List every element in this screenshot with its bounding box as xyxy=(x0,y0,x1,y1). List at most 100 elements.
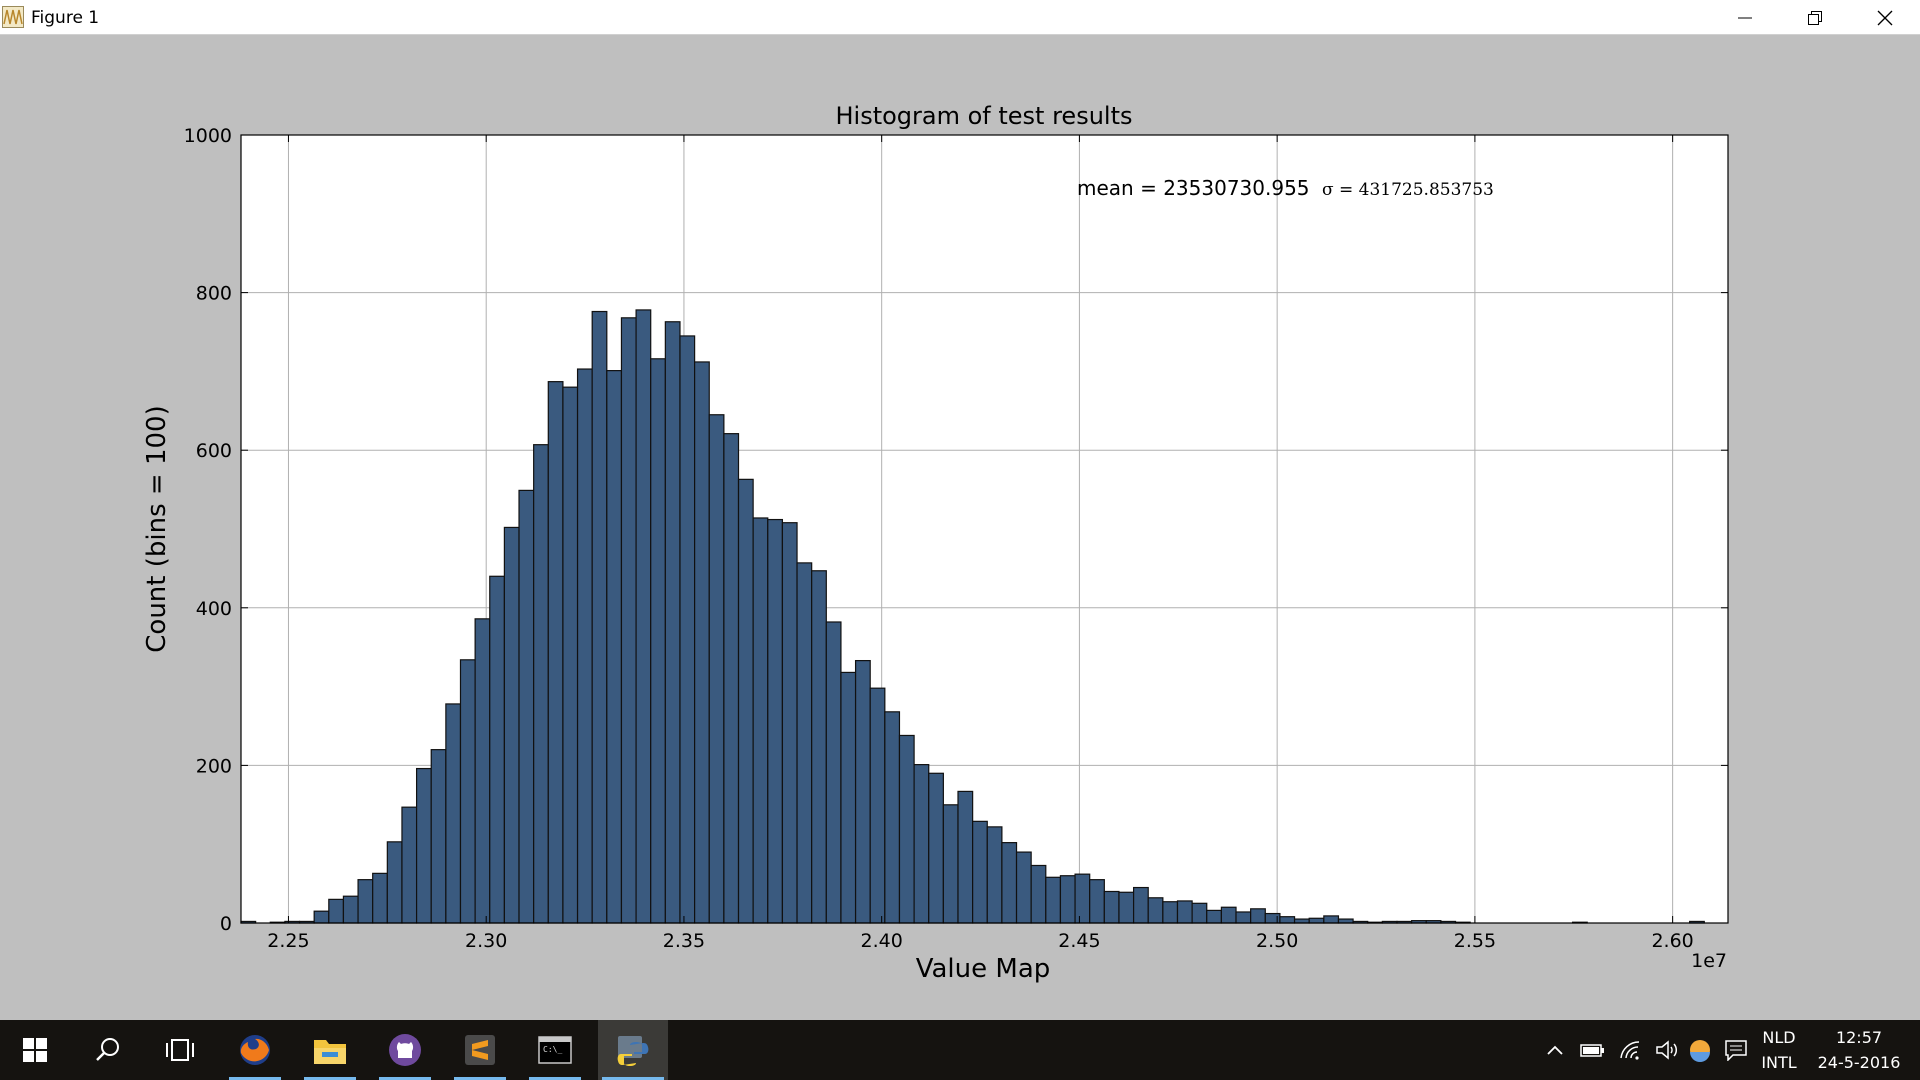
battery-status[interactable] xyxy=(1578,1020,1608,1080)
firefox-icon xyxy=(240,1035,270,1065)
y-tick-label: 200 xyxy=(196,755,232,777)
action-center[interactable] xyxy=(1721,1020,1751,1080)
x-tick-label: 2.45 xyxy=(1058,930,1100,952)
taskbar-github[interactable] xyxy=(375,1020,435,1080)
figure-canvas: 2.25 2.30 2.35 2.40 2.45 2.50 2.55 2.60 0 200 400… xyxy=(0,35,1920,1020)
histogram-bar xyxy=(313,910,330,924)
window-titlebar: Figure 1 xyxy=(0,0,1920,35)
histogram-bar xyxy=(620,317,637,924)
histogram-bar xyxy=(664,321,681,924)
y-tick-label: 400 xyxy=(196,598,232,620)
minimize-button[interactable] xyxy=(1710,0,1780,35)
histogram-bar xyxy=(723,433,740,924)
taskbar-sublime-text[interactable] xyxy=(450,1020,510,1080)
histogram-bar xyxy=(708,414,725,924)
histogram-bar xyxy=(1176,900,1193,924)
histogram-bar xyxy=(694,361,710,924)
sublime-text-icon xyxy=(465,1035,495,1065)
taskbar-terminal[interactable]: C:\_ xyxy=(525,1020,585,1080)
histogram-bar xyxy=(503,526,520,924)
x-tick-label: 2.40 xyxy=(861,930,903,952)
histogram-bar xyxy=(840,671,857,924)
histogram-bar xyxy=(737,478,754,924)
histogram-bar xyxy=(781,522,798,924)
minimize-icon xyxy=(1738,17,1752,18)
x-tick-label: 2.60 xyxy=(1651,930,1693,952)
taskbar: C:\_ NLD INTL 12:57 24-5-2016 xyxy=(0,1020,1920,1080)
histogram-bar xyxy=(767,518,784,924)
histogram-bar xyxy=(1001,842,1018,924)
start-icon xyxy=(23,1038,47,1062)
histogram-bar xyxy=(489,575,505,924)
restore-button[interactable] xyxy=(1780,0,1850,35)
task-view-button[interactable] xyxy=(150,1020,210,1080)
github-icon xyxy=(389,1034,421,1066)
histogram-bar xyxy=(796,562,813,924)
start-button[interactable] xyxy=(5,1020,65,1080)
weather-tray[interactable] xyxy=(1685,1020,1715,1080)
search-button[interactable] xyxy=(78,1020,138,1080)
speaker-icon xyxy=(1656,1040,1678,1060)
histogram-bar xyxy=(913,764,930,924)
histogram-bar xyxy=(635,309,652,924)
histogram-bar xyxy=(1030,864,1047,924)
histogram-bar xyxy=(986,826,1003,924)
histogram-bar xyxy=(1264,912,1281,924)
histogram-bar xyxy=(415,767,432,924)
search-icon xyxy=(96,1038,119,1061)
histogram-bar xyxy=(1235,911,1252,924)
running-indicator xyxy=(379,1077,431,1080)
histogram-bar xyxy=(401,806,418,924)
histogram-bar xyxy=(547,381,564,924)
histogram-bar xyxy=(1074,873,1091,924)
histogram-bar xyxy=(562,386,579,924)
clock-time: 12:57 xyxy=(1835,1028,1883,1047)
histogram-bar xyxy=(1059,875,1076,924)
y-tick-label: 0 xyxy=(220,913,232,935)
taskbar-firefox[interactable] xyxy=(225,1020,285,1080)
close-button[interactable] xyxy=(1850,0,1920,35)
histogram-bar xyxy=(898,734,915,924)
histogram-bar xyxy=(1089,879,1105,924)
network-status[interactable] xyxy=(1616,1020,1646,1080)
histogram-bar xyxy=(1191,902,1208,924)
histogram-bar xyxy=(957,790,974,924)
histogram-bar xyxy=(825,621,842,924)
running-indicator xyxy=(454,1077,506,1080)
histogram-bar xyxy=(342,895,359,924)
histogram-bar xyxy=(928,772,944,924)
histogram-bar xyxy=(1250,908,1266,924)
volume-control[interactable] xyxy=(1652,1020,1682,1080)
histogram-bars xyxy=(240,309,1705,924)
input-language[interactable]: NLD INTL xyxy=(1756,1020,1802,1080)
clock-date: 24-5-2016 xyxy=(1817,1053,1901,1072)
histogram-bar xyxy=(1118,891,1135,924)
svg-text:C:\_: C:\_ xyxy=(543,1045,562,1054)
histogram-bar xyxy=(386,841,403,924)
y-tick-label: 1000 xyxy=(184,125,232,147)
y-tick-labels: 0 200 400 600 800 1000 xyxy=(184,125,232,935)
taskbar-python-active[interactable] xyxy=(598,1020,668,1080)
chart-title: Histogram of test results xyxy=(835,102,1132,130)
histogram-bar xyxy=(1323,915,1340,924)
system-clock[interactable]: 12:57 24-5-2016 xyxy=(1808,1020,1910,1080)
histogram-bar xyxy=(869,687,886,924)
histogram-bar xyxy=(1279,916,1296,924)
histogram-bar xyxy=(606,370,623,924)
x-tick-label: 2.50 xyxy=(1256,930,1298,952)
annotation-mean: mean = 23530730.955 xyxy=(1077,176,1310,200)
axis-ticks xyxy=(241,134,1728,924)
x-tick-labels: 2.25 2.30 2.35 2.40 2.45 2.50 2.55 2.60 xyxy=(267,930,1693,952)
histogram-bar xyxy=(576,368,593,924)
histogram-bar xyxy=(591,310,608,924)
histogram-bar xyxy=(357,879,374,924)
x-axis-label: Value Map xyxy=(916,954,1051,984)
task-view-icon xyxy=(166,1039,194,1061)
x-tick-label: 2.35 xyxy=(663,930,705,952)
histogram-bar xyxy=(1103,890,1120,924)
y-tick-label: 800 xyxy=(196,283,232,305)
show-hidden-icons[interactable] xyxy=(1540,1020,1570,1080)
histogram-bar xyxy=(1015,851,1032,924)
running-indicator xyxy=(304,1077,356,1080)
taskbar-file-explorer[interactable] xyxy=(300,1020,360,1080)
